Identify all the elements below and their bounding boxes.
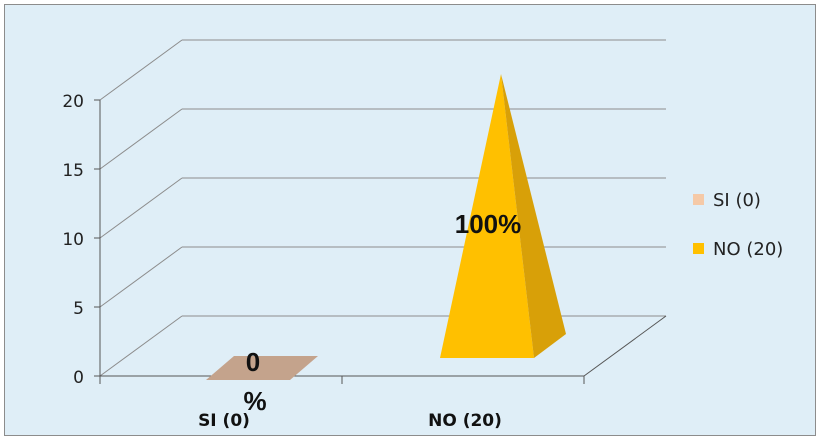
bar-no-side — [501, 74, 566, 358]
legend-swatch-si — [693, 194, 704, 205]
side-gridline — [99, 177, 183, 239]
data-label-si-value: 0 — [246, 347, 260, 377]
chart-area — [4, 4, 816, 436]
x-category-label: NO (20) — [428, 411, 502, 431]
legend: SI (0) NO (20) — [693, 190, 783, 260]
y-tick-label: 20 — [62, 92, 84, 112]
data-label-no: 100% — [455, 209, 522, 239]
data-marks — [206, 74, 566, 380]
bar-si — [206, 356, 318, 380]
side-gridline — [99, 246, 183, 308]
y-tick-label: 15 — [62, 161, 84, 181]
y-tick-label: 10 — [62, 230, 84, 250]
x-category-label: SI (0) — [198, 411, 250, 431]
floor-right-edge — [583, 315, 667, 377]
side-gridline — [99, 108, 183, 170]
data-labels: 0 % 100% — [243, 209, 521, 416]
y-tick-label: 0 — [73, 368, 84, 388]
legend-label-si: SI (0) — [713, 190, 761, 211]
legend-label-no: NO (20) — [713, 239, 783, 260]
axes — [94, 99, 667, 384]
y-tick-label: 5 — [73, 299, 84, 319]
gridlines — [99, 39, 666, 377]
side-gridline — [99, 39, 183, 101]
side-gridline — [99, 315, 183, 377]
axis-labels: 0 5 10 15 20 SI (0) NO (20) — [62, 92, 502, 431]
data-label-si-percent: % — [243, 386, 266, 416]
bar-no-front — [440, 74, 534, 358]
legend-swatch-no — [693, 243, 704, 254]
